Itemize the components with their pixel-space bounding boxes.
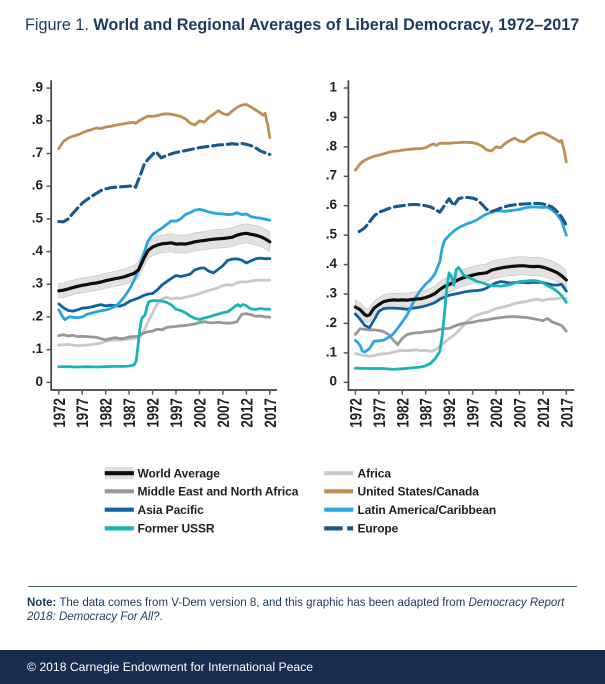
- svg-text:.1: .1: [326, 344, 338, 359]
- svg-text:.5: .5: [326, 227, 338, 242]
- svg-text:2002: 2002: [191, 398, 210, 427]
- svg-text:Africa: Africa: [358, 467, 392, 481]
- svg-text:Europe: Europe: [358, 522, 399, 536]
- svg-text:.4: .4: [32, 243, 44, 258]
- svg-text:Latin America/Caribbean: Latin America/Caribbean: [358, 503, 497, 517]
- svg-text:.4: .4: [326, 256, 338, 271]
- svg-text:.3: .3: [326, 285, 338, 300]
- svg-text:1977: 1977: [370, 398, 389, 427]
- svg-text:1987: 1987: [417, 398, 436, 427]
- svg-text:2017: 2017: [261, 398, 280, 427]
- svg-text:1987: 1987: [121, 398, 140, 427]
- svg-text:World Average: World Average: [138, 467, 221, 481]
- svg-text:1982: 1982: [97, 398, 116, 427]
- svg-text:1972: 1972: [347, 398, 366, 427]
- svg-text:0: 0: [35, 374, 43, 389]
- svg-text:2002: 2002: [488, 398, 507, 427]
- svg-text:.8: .8: [326, 138, 338, 153]
- svg-text:0: 0: [329, 374, 337, 389]
- svg-text:.6: .6: [326, 197, 338, 212]
- svg-text:2017: 2017: [558, 398, 577, 427]
- svg-text:1977: 1977: [74, 398, 93, 427]
- svg-text:Middle East and North Africa: Middle East and North Africa: [138, 485, 299, 499]
- svg-text:1982: 1982: [394, 398, 413, 427]
- svg-text:2007: 2007: [214, 398, 233, 427]
- svg-text:2012: 2012: [534, 398, 553, 427]
- svg-text:.9: .9: [32, 80, 43, 95]
- svg-text:2012: 2012: [238, 398, 257, 427]
- svg-text:United States/Canada: United States/Canada: [358, 485, 480, 499]
- svg-text:2007: 2007: [511, 398, 530, 427]
- svg-text:1992: 1992: [144, 398, 163, 427]
- svg-text:.7: .7: [326, 168, 337, 183]
- svg-text:.3: .3: [32, 276, 44, 291]
- svg-text:.7: .7: [32, 145, 43, 160]
- svg-text:1997: 1997: [464, 398, 483, 427]
- svg-text:1997: 1997: [168, 398, 187, 427]
- svg-text:.5: .5: [32, 210, 44, 225]
- svg-text:.2: .2: [326, 315, 337, 330]
- svg-text:.6: .6: [32, 178, 44, 193]
- svg-text:.2: .2: [32, 308, 43, 323]
- svg-text:1972: 1972: [50, 398, 69, 427]
- svg-text:Asia Pacific: Asia Pacific: [138, 503, 205, 517]
- svg-text:.9: .9: [326, 109, 337, 124]
- svg-text:.1: .1: [32, 341, 44, 356]
- svg-text:Former USSR: Former USSR: [138, 522, 215, 536]
- svg-text:1992: 1992: [441, 398, 460, 427]
- svg-text:.8: .8: [32, 112, 44, 127]
- svg-text:1: 1: [329, 79, 337, 94]
